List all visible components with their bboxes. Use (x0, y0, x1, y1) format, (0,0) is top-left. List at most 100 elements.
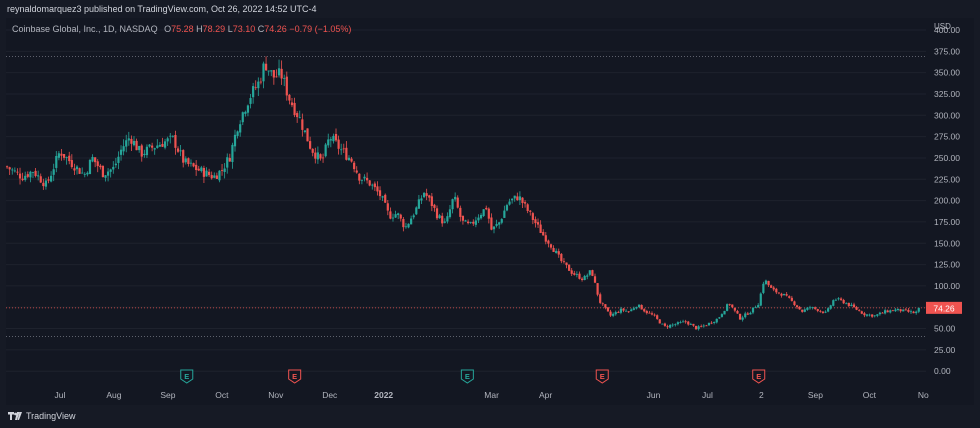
candle-body (270, 70, 273, 72)
candle-body (119, 149, 123, 155)
candle-body (855, 307, 858, 310)
candle-body (422, 192, 426, 198)
candle-body (399, 214, 402, 219)
price-tick-label: 375.00 (934, 46, 960, 56)
candle-body (469, 222, 472, 223)
time-tick-label: Apr (539, 390, 552, 400)
candle-body (790, 297, 793, 301)
time-tick-label: Nov (268, 390, 284, 400)
candle-body (886, 310, 889, 313)
candle-body (454, 196, 457, 200)
candle-body (62, 154, 66, 158)
candle-body (342, 148, 345, 150)
candle-body (249, 98, 252, 104)
candle-body (728, 304, 731, 306)
candle-body (363, 176, 366, 179)
candle-body (303, 130, 307, 132)
candle-body (360, 179, 364, 181)
candle-body (591, 270, 594, 276)
candle-body (18, 173, 22, 179)
candle-body (718, 317, 721, 319)
chart-pane[interactable] (6, 18, 974, 405)
earnings-badge: E (595, 369, 609, 384)
candle-body (285, 76, 288, 96)
candle-body (604, 304, 607, 308)
candle-body (316, 152, 319, 160)
candle-body (907, 309, 910, 312)
candle-body (635, 306, 638, 309)
brand-name: TradingView (26, 411, 76, 421)
price-tick-label: 275.00 (934, 132, 960, 142)
horizontal-lines (6, 56, 926, 337)
candle-body (464, 220, 467, 222)
candle-body (526, 204, 529, 211)
candle-body (355, 170, 358, 173)
candle-body (127, 138, 130, 141)
candle-body (710, 322, 713, 324)
candle-body (39, 176, 42, 183)
time-tick-label: Oct (863, 390, 877, 400)
earnings-badge: E (460, 369, 474, 384)
candle-body (254, 87, 257, 89)
candle-body (415, 207, 418, 215)
tradingview-icon (8, 412, 22, 420)
candle-body (643, 309, 646, 312)
candle-body (521, 197, 524, 204)
candle-body (656, 315, 659, 319)
candle-body (334, 133, 338, 141)
candle-body (373, 183, 376, 188)
tradingview-logo[interactable]: TradingView (8, 411, 76, 421)
candle-body (883, 310, 887, 314)
candle-body (192, 163, 195, 167)
price-tick-label: 350.00 (934, 68, 960, 78)
price-tick-label: 100.00 (934, 281, 960, 291)
candle-body (917, 307, 920, 312)
candle-body (754, 307, 757, 309)
candle-body (153, 148, 156, 150)
candle-body (827, 308, 830, 312)
candle-body (176, 148, 180, 152)
candle-body (171, 135, 174, 137)
candle-body (568, 264, 571, 271)
candle-body (865, 314, 869, 316)
candle-body (767, 280, 770, 286)
earnings-badge-label: E (292, 372, 297, 381)
candle-body (684, 321, 687, 323)
candle-body (350, 158, 353, 162)
candle-body (91, 156, 94, 162)
time-axis[interactable]: Jul Aug Sep Oct Nov Dec 2022 Mar Apr Jun Jul 2 Sep Oc… (55, 390, 929, 400)
candle-body (410, 218, 413, 225)
candle-body (878, 312, 882, 315)
candle-body (814, 307, 817, 309)
candle-body (293, 102, 296, 116)
candle-body (223, 168, 226, 172)
candle-body (702, 325, 705, 327)
candle-body (189, 162, 193, 164)
candle-body (296, 113, 299, 118)
candle-body (565, 262, 568, 266)
candle-body (161, 143, 164, 147)
candle-body (288, 94, 291, 101)
candle-body (109, 169, 112, 172)
candle-body (498, 222, 501, 225)
candle-body (122, 146, 125, 152)
candle-body (557, 251, 560, 255)
earnings-badge: E (288, 369, 302, 384)
candle-body (88, 159, 92, 175)
candle-body (52, 169, 55, 175)
candle-body (430, 196, 433, 207)
candle-body (73, 168, 76, 171)
time-tick-label: 2022 (374, 390, 393, 400)
last-price-label: 74.26 (933, 303, 955, 313)
candle-body (736, 310, 739, 314)
candle-body (860, 311, 863, 314)
candle-body (324, 144, 327, 157)
candle-body (552, 247, 555, 252)
candle-body (777, 292, 781, 294)
candle-body (402, 219, 405, 228)
candle-body (793, 301, 796, 306)
candle-body (705, 325, 708, 327)
